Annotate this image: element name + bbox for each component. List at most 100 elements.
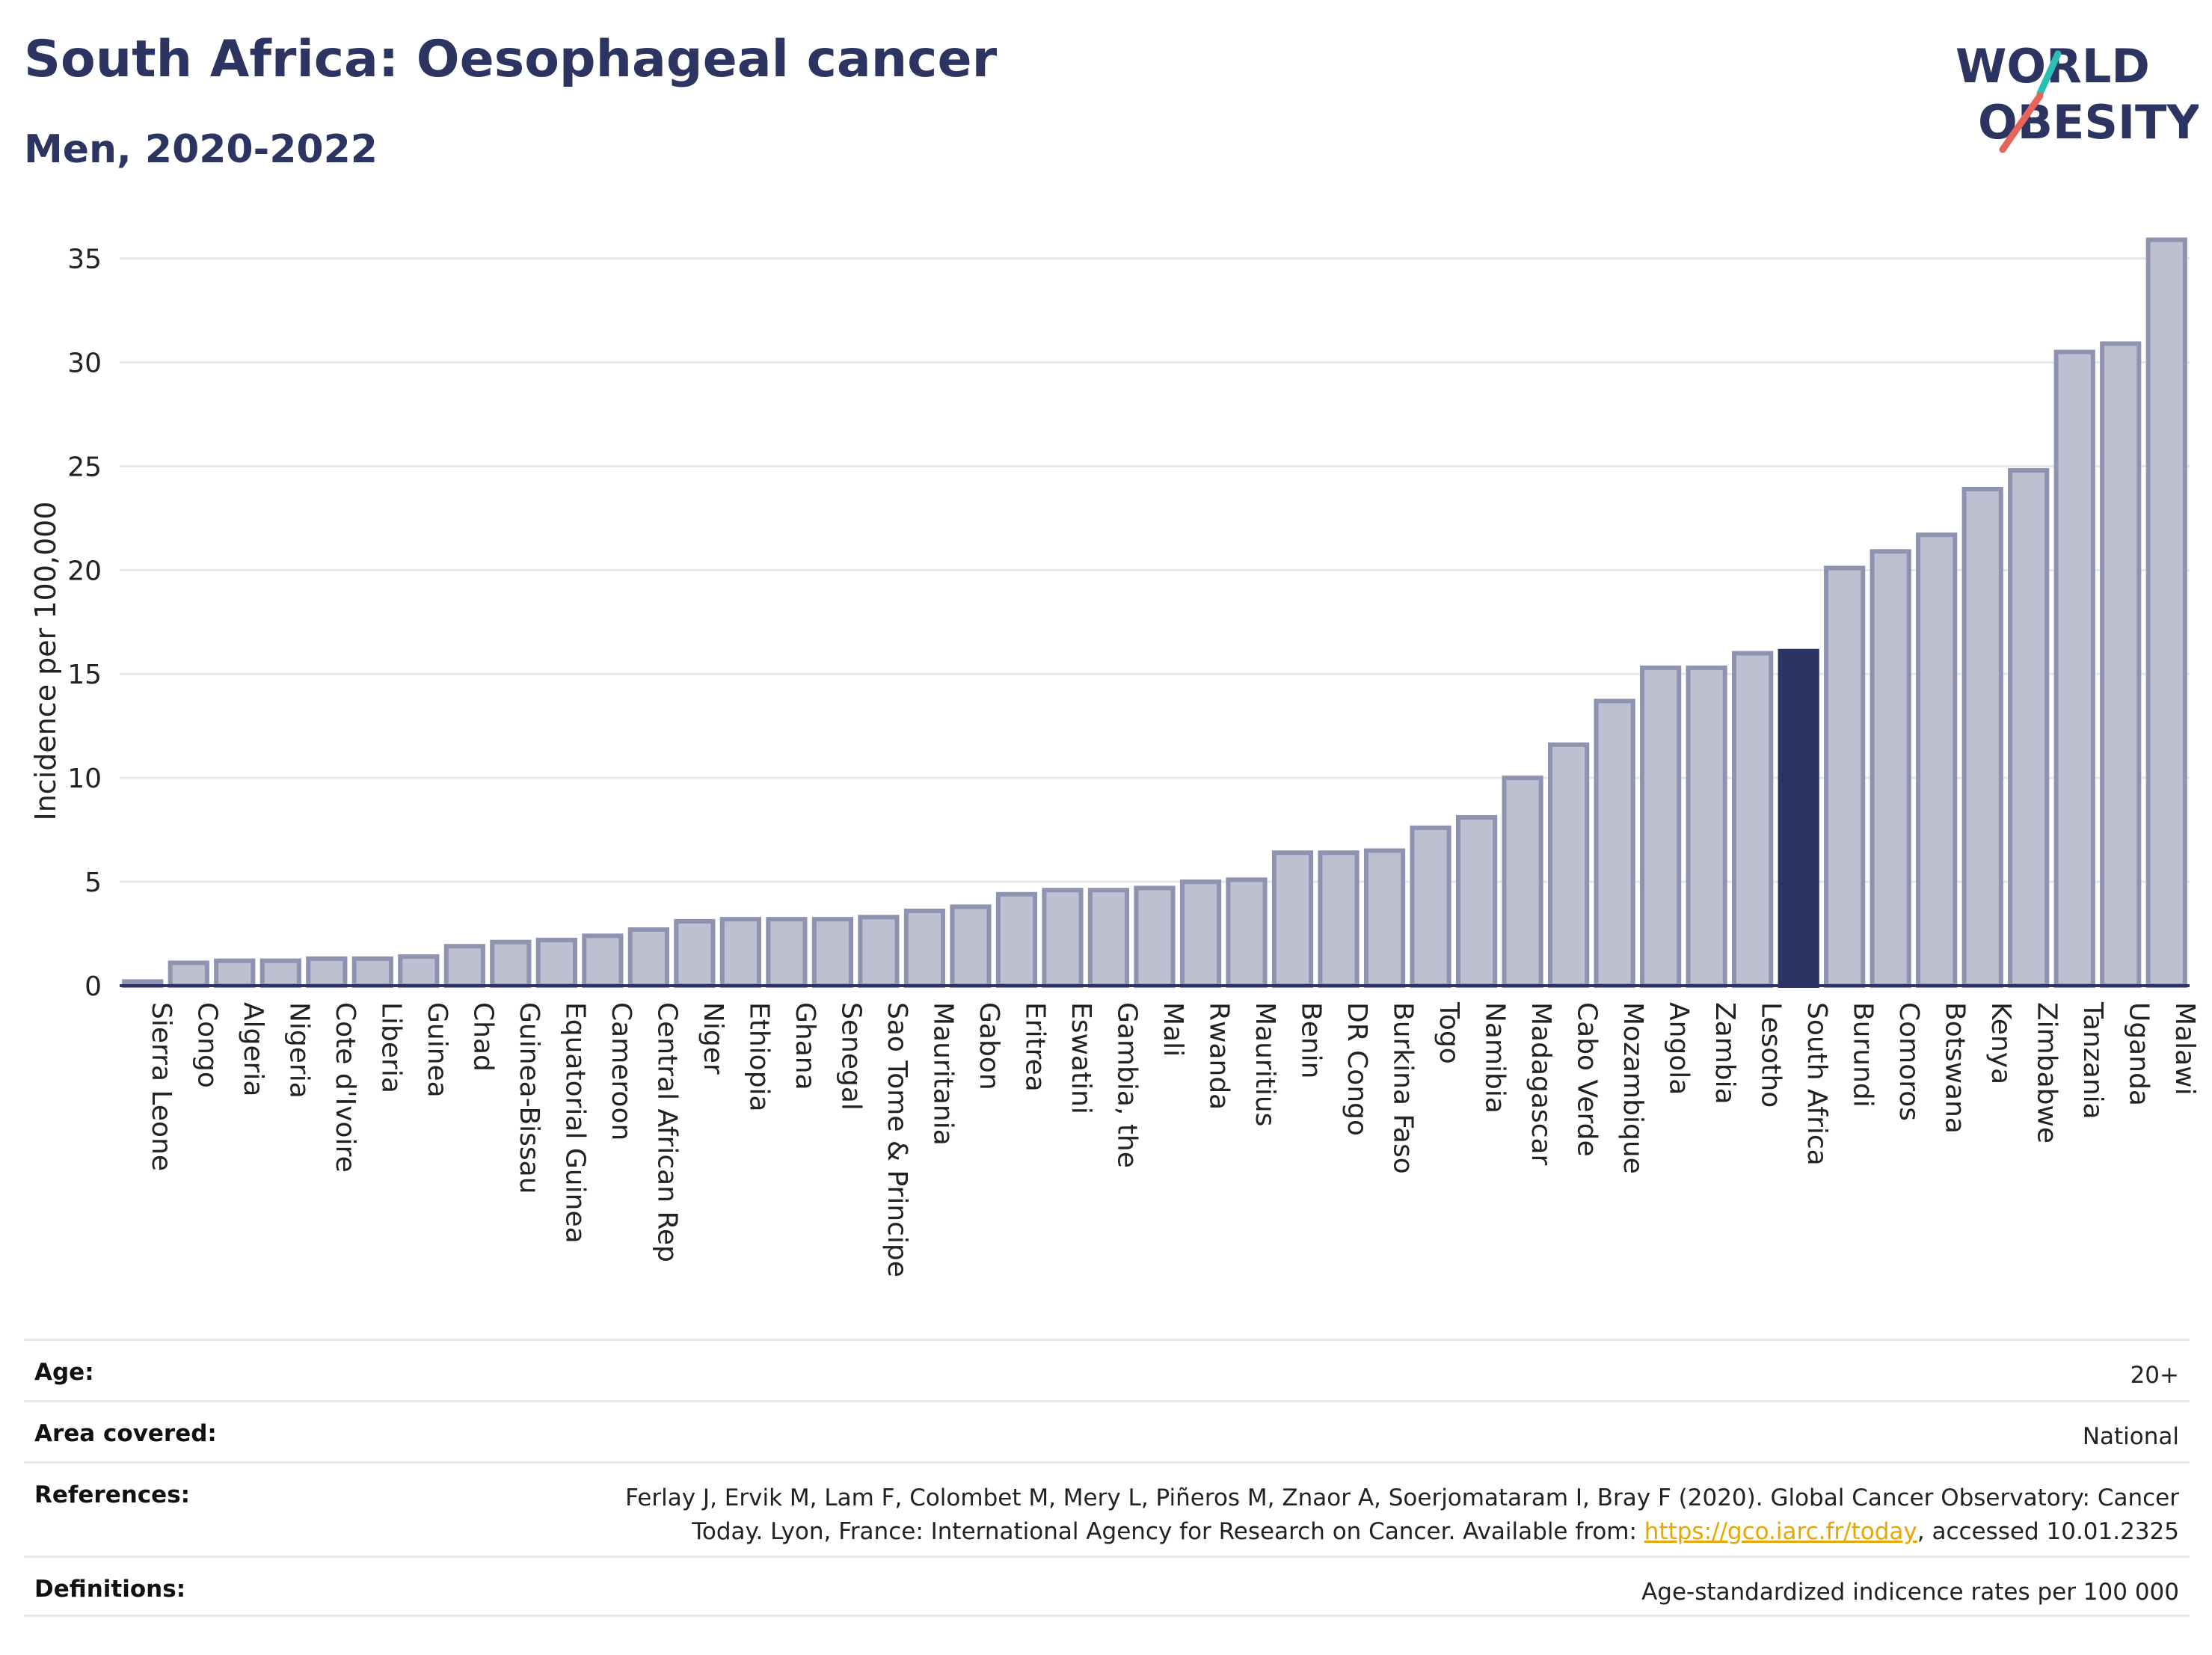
x-tick-label: Tanzania bbox=[2077, 1001, 2108, 1120]
x-tick-label: Uganda bbox=[2124, 1002, 2154, 1106]
bar-madagascar bbox=[1502, 776, 1543, 988]
metadata-table: Age: 20+ Area covered: National Referenc… bbox=[24, 1339, 2190, 1617]
bar-guinea bbox=[398, 954, 440, 988]
x-tick-label: Cabo Verde bbox=[1572, 1002, 1603, 1157]
meta-row-area: Area covered: National bbox=[24, 1400, 2190, 1461]
bar-cameroon bbox=[582, 933, 624, 989]
definitions-value: Age-standardized indicence rates per 100… bbox=[1641, 1579, 2179, 1606]
x-tick-label: Togo bbox=[1434, 1001, 1464, 1064]
y-tick-label: 30 bbox=[67, 348, 102, 378]
x-tick-label: Comoros bbox=[1893, 1002, 1924, 1121]
bar-gabon bbox=[950, 904, 992, 989]
bar-equatorial-guinea bbox=[535, 937, 577, 989]
bar-senegal bbox=[811, 917, 854, 989]
y-tick-label: 15 bbox=[67, 660, 102, 690]
bar-lesotho bbox=[1732, 651, 1774, 988]
x-tick-label: Algeria bbox=[238, 1002, 268, 1097]
x-tick-label: Mauritius bbox=[1250, 1002, 1280, 1126]
x-tick-label: Gabon bbox=[974, 1002, 1004, 1090]
bar-burkina-faso bbox=[1363, 848, 1406, 988]
bar-central-african-rep bbox=[627, 927, 669, 988]
bar-niger bbox=[674, 918, 716, 988]
x-tick-label: Gambia, the bbox=[1111, 1002, 1142, 1168]
x-tick-label: Zimbabwe bbox=[2032, 1002, 2062, 1143]
bar-liberia bbox=[351, 956, 393, 989]
bar-botswana bbox=[1916, 532, 1958, 988]
x-tick-label: Botswana bbox=[1940, 1002, 1970, 1134]
x-tick-label: Cameroon bbox=[606, 1002, 636, 1140]
x-tick-label: Ghana bbox=[790, 1002, 820, 1090]
bar-guinea-bissau bbox=[490, 939, 532, 988]
age-label: Age: bbox=[34, 1359, 94, 1386]
x-tick-label: Guinea-Bissau bbox=[514, 1002, 544, 1194]
bar-uganda bbox=[2100, 341, 2142, 988]
x-tick-label: Sao Tome & Principe bbox=[882, 1002, 912, 1277]
references-label: References: bbox=[34, 1481, 191, 1508]
x-tick-label: Cote d'Ivoire bbox=[330, 1002, 360, 1173]
age-value: 20+ bbox=[2130, 1362, 2179, 1389]
bar-kenya bbox=[1961, 486, 2003, 988]
x-tick-label: Eswatini bbox=[1066, 1002, 1096, 1114]
meta-row-age: Age: 20+ bbox=[24, 1339, 2190, 1400]
x-tick-label: Chad bbox=[467, 1002, 498, 1072]
bar-chad bbox=[443, 944, 485, 989]
y-tick-label: 5 bbox=[85, 868, 102, 898]
logo-accent-red bbox=[1999, 92, 2044, 153]
x-tick-label: Burkina Faso bbox=[1388, 1002, 1419, 1174]
y-axis-label: Incidence per 100,000 bbox=[29, 501, 62, 820]
bar-south-africa bbox=[1778, 648, 1819, 988]
x-tick-label: Congo bbox=[191, 1002, 222, 1088]
bar-gambia-the bbox=[1087, 888, 1130, 988]
logo-line2: OBESITY bbox=[1978, 95, 2199, 150]
bar-comoros bbox=[1870, 549, 1911, 988]
x-tick-label: Rwanda bbox=[1204, 1002, 1235, 1110]
bar-eswatini bbox=[1042, 888, 1084, 988]
bar-angola bbox=[1640, 665, 1682, 988]
x-tick-label: DR Congo bbox=[1342, 1002, 1372, 1136]
bar-tanzania bbox=[2053, 349, 2095, 988]
bar-namibia bbox=[1455, 814, 1498, 988]
x-tick-label: Mali bbox=[1158, 1002, 1188, 1057]
bar-chart: 0 5 10 15 20 25 30 35 Sierra Leone Congo Algeria N… bbox=[29, 237, 2200, 1277]
meta-row-definitions: Definitions: Age-standardized indicence … bbox=[24, 1556, 2190, 1617]
x-tick-label: Eritrea bbox=[1019, 1002, 1050, 1092]
world-obesity-logo: WORLD OBESITY bbox=[1956, 39, 2199, 153]
bar-zambia bbox=[1686, 665, 1727, 988]
x-tick-label: Namibia bbox=[1480, 1002, 1511, 1114]
x-tick-label: Guinea bbox=[422, 1002, 452, 1098]
x-tick-label: Liberia bbox=[375, 1002, 406, 1093]
definitions-label: Definitions: bbox=[34, 1576, 186, 1603]
chart-bars bbox=[122, 237, 2187, 989]
x-tick-label: Malawi bbox=[2169, 1002, 2200, 1096]
x-tick-label: Senegal bbox=[835, 1002, 866, 1111]
y-tick-label: 25 bbox=[67, 452, 102, 482]
y-tick-label: 35 bbox=[67, 245, 102, 275]
x-tick-label: Nigeria bbox=[283, 1002, 314, 1099]
x-tick-label: Madagascar bbox=[1526, 1002, 1556, 1166]
bar-nigeria bbox=[259, 958, 301, 988]
logo-accent-teal bbox=[2036, 50, 2062, 97]
references-value: Ferlay J, Ervik M, Lam F, Colombet M, Me… bbox=[625, 1481, 2179, 1549]
x-tick-label: Equatorial Guinea bbox=[559, 1002, 590, 1244]
x-tick-label: Mozambique bbox=[1617, 1002, 1648, 1174]
x-tick-label: Zambia bbox=[1709, 1002, 1740, 1105]
x-tick-label: Benin bbox=[1296, 1002, 1327, 1078]
bar-burundi bbox=[1824, 565, 1866, 988]
references-line2-pre: Today. Lyon, France: International Agenc… bbox=[692, 1517, 1644, 1545]
meta-row-references: References: Ferlay J, Ervik M, Lam F, Co… bbox=[24, 1461, 2190, 1556]
bar-eritrea bbox=[995, 891, 1038, 988]
page-subtitle: Men, 2020-2022 bbox=[24, 127, 378, 172]
bar-ghana bbox=[766, 917, 808, 989]
y-tick-label: 10 bbox=[67, 764, 102, 794]
bar-malawi bbox=[2145, 237, 2187, 989]
bar-dr-congo bbox=[1318, 850, 1360, 989]
bar-ethiopia bbox=[719, 917, 762, 989]
references-link[interactable]: https://gco.iarc.fr/today bbox=[1644, 1517, 1917, 1545]
x-tick-label: Angola bbox=[1664, 1002, 1695, 1095]
bar-sao-tome-principe bbox=[858, 915, 900, 988]
x-tick-label: Mauritania bbox=[927, 1002, 958, 1146]
references-line2-post: , accessed 10.01.2325 bbox=[1917, 1517, 2179, 1545]
x-tick-label: Central African Rep bbox=[651, 1002, 682, 1262]
area-label: Area covered: bbox=[34, 1420, 217, 1447]
bar-zimbabwe bbox=[2008, 467, 2050, 988]
